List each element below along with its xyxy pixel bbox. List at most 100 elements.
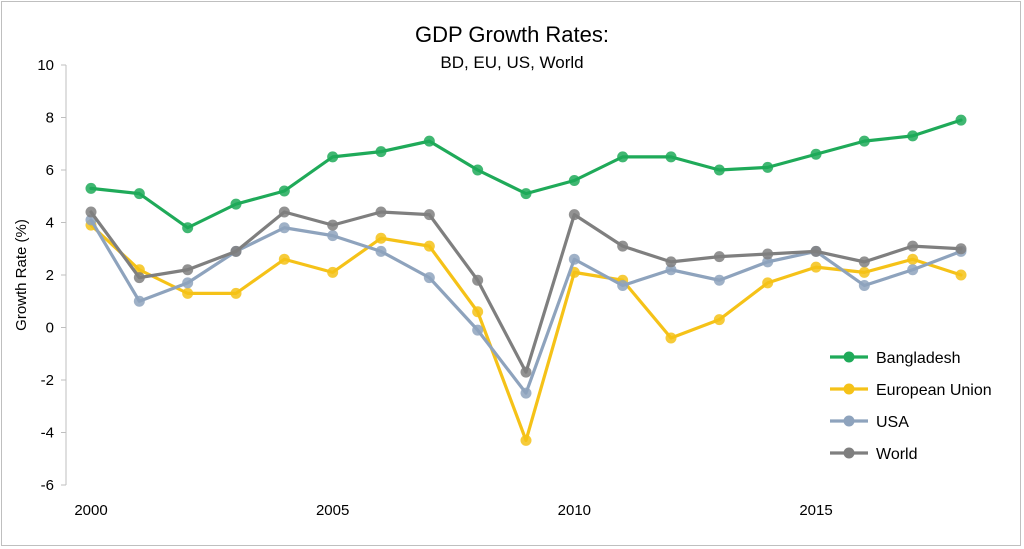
data-point (520, 188, 532, 200)
data-point (955, 114, 967, 126)
data-point (762, 161, 774, 173)
data-point (133, 188, 145, 200)
legend-label: European Union (876, 382, 992, 399)
series-line (89, 118, 963, 230)
data-point (520, 366, 532, 378)
data-point (278, 222, 290, 234)
data-point (665, 151, 677, 163)
data-point (762, 277, 774, 289)
data-point (568, 209, 580, 221)
data-point (955, 269, 967, 281)
data-point (665, 264, 677, 276)
data-point (810, 148, 822, 160)
y-tick-label: -6 (41, 477, 54, 494)
data-point (472, 324, 484, 336)
legend-item: Bangladesh (830, 350, 961, 367)
data-point (907, 253, 919, 265)
data-point (85, 206, 97, 218)
legend-swatch-marker (843, 383, 855, 395)
data-point (182, 264, 194, 276)
data-point (520, 387, 532, 399)
y-axis-label: Growth Rate (%) (13, 219, 30, 331)
y-tick-label: -2 (41, 372, 54, 389)
data-point (858, 256, 870, 268)
data-point (278, 185, 290, 197)
data-point (327, 151, 339, 163)
series-bangladesh (85, 114, 967, 234)
data-point (375, 146, 387, 158)
data-point (423, 240, 435, 252)
legend-item: European Union (830, 382, 992, 399)
data-point (762, 256, 774, 268)
data-point (133, 272, 145, 284)
data-point (568, 253, 580, 265)
legend-label: World (876, 446, 918, 463)
data-point (85, 182, 97, 194)
data-point (327, 266, 339, 278)
legend-swatch-marker (843, 415, 855, 427)
data-point (568, 175, 580, 186)
data-point (230, 198, 242, 210)
data-point (858, 266, 870, 278)
data-point (810, 261, 822, 273)
data-point (327, 230, 339, 242)
data-point (375, 245, 387, 257)
data-point (327, 219, 339, 231)
data-point (713, 251, 725, 263)
data-point (375, 232, 387, 244)
data-point (230, 287, 242, 299)
data-point (472, 306, 484, 318)
data-point (182, 287, 194, 299)
y-tick-label: -4 (41, 425, 54, 442)
legend: Bangladesh European Union USA World (830, 350, 992, 463)
data-point (278, 253, 290, 265)
data-point (955, 243, 967, 255)
data-point (858, 280, 870, 291)
data-point (617, 240, 629, 252)
legend-item: USA (830, 414, 909, 431)
x-tick-label: 2015 (799, 502, 832, 519)
x-tick-label: 2000 (74, 502, 107, 519)
data-point (423, 209, 435, 221)
data-point (375, 206, 387, 218)
data-point (858, 135, 870, 147)
y-tick-label: 4 (46, 215, 54, 232)
series-layer (85, 114, 967, 446)
data-point (182, 222, 194, 234)
data-point (762, 248, 774, 260)
data-point (423, 135, 435, 147)
series-world (85, 206, 967, 378)
chart-title: GDP Growth Rates: (415, 22, 609, 47)
legend-swatch-marker (843, 351, 855, 363)
y-tick-label: 8 (46, 110, 54, 127)
data-point (133, 295, 145, 307)
data-point (520, 434, 532, 446)
data-point (810, 245, 822, 257)
data-point (230, 245, 242, 257)
x-tick-label: 2010 (558, 502, 591, 519)
data-point (472, 274, 484, 286)
data-point (665, 256, 677, 268)
data-point (617, 280, 629, 291)
axes: -6 -4 -2 0 2 4 6 8 10 2000 2005 2010 2015 (37, 57, 832, 519)
y-tick-label: 10 (37, 57, 54, 74)
data-point (472, 164, 484, 176)
y-tick-label: 6 (46, 162, 54, 179)
series-european-union (85, 219, 967, 446)
data-point (423, 272, 435, 284)
data-point (713, 164, 725, 176)
y-tick-label: 2 (46, 267, 54, 284)
legend-swatch-marker (843, 447, 855, 459)
legend-label: Bangladesh (876, 350, 961, 367)
y-tick-label: 0 (46, 320, 54, 337)
data-point (617, 151, 629, 163)
legend-item: World (830, 446, 918, 463)
data-point (907, 240, 919, 252)
data-point (907, 264, 919, 276)
data-point (182, 277, 194, 289)
legend-label: USA (876, 414, 909, 431)
data-point (907, 130, 919, 142)
chart-subtitle: BD, EU, US, World (440, 53, 583, 72)
data-point (665, 332, 677, 344)
